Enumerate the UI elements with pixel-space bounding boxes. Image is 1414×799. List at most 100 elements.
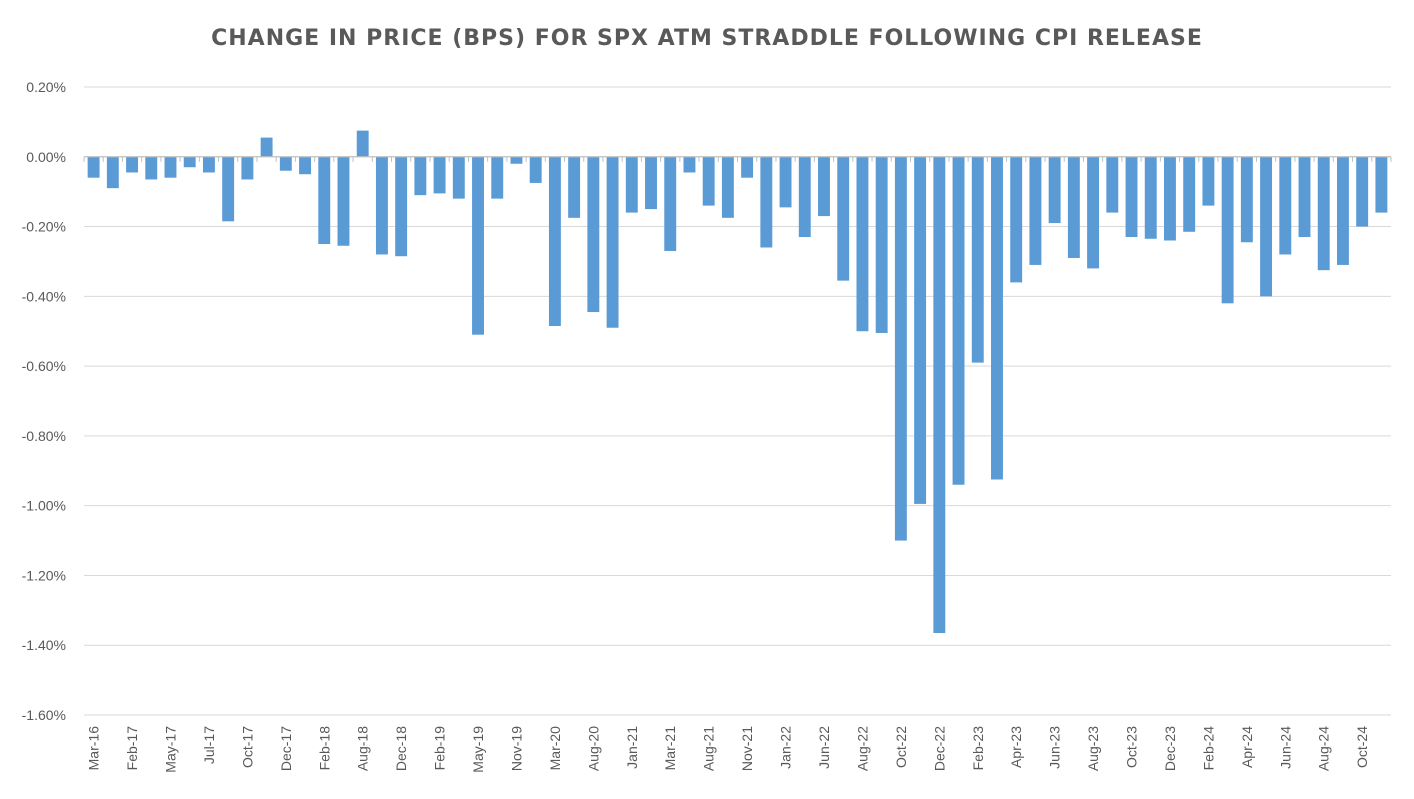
- bar: [568, 156, 581, 218]
- x-tick-label: Aug-23: [1085, 726, 1101, 771]
- bar: [510, 156, 523, 164]
- x-tick-label: Dec-17: [278, 726, 294, 771]
- bar: [279, 156, 292, 171]
- y-tick-label: -0.40%: [22, 288, 66, 304]
- y-tick-label: -1.00%: [22, 498, 66, 514]
- bar: [991, 156, 1003, 480]
- x-tick-label: Jul-17: [201, 726, 217, 764]
- x-tick-label: Feb-23: [970, 726, 986, 771]
- bar: [1029, 156, 1042, 265]
- bar: [356, 130, 369, 157]
- bar: [1183, 156, 1196, 232]
- bar: [145, 156, 158, 180]
- y-tick-label: -1.60%: [22, 707, 66, 723]
- x-tick-label: Mar-20: [547, 726, 563, 771]
- x-tick-label: Dec-18: [393, 726, 409, 771]
- x-tick-labels: Mar-16 Feb-17 May-17 Jul-17 Oct-17 Dec-17 Feb-…: [86, 726, 1371, 773]
- bar: [1298, 156, 1311, 238]
- bar: [1106, 156, 1119, 213]
- bar: [1336, 156, 1349, 265]
- bar: [1375, 156, 1388, 213]
- bar: [837, 156, 850, 281]
- y-tick-label: -1.40%: [22, 637, 66, 653]
- bar: [299, 156, 311, 175]
- bar: [664, 156, 677, 251]
- x-tick-label: Dec-22: [931, 726, 947, 771]
- x-tick-label: Jan-21: [624, 726, 640, 769]
- x-tick-label: Apr-23: [1008, 726, 1024, 768]
- bar: [1010, 156, 1023, 283]
- bar: [452, 156, 465, 199]
- x-tick-label: Jun-22: [816, 726, 832, 769]
- bar: [183, 156, 196, 168]
- x-tick-label: Aug-18: [355, 726, 371, 771]
- bar: [645, 156, 657, 210]
- bar: [548, 156, 561, 326]
- x-tick-label: May-17: [162, 726, 178, 773]
- bar: [702, 156, 715, 206]
- bar: [87, 156, 100, 178]
- bar: [1125, 156, 1138, 238]
- y-tick-label: -0.80%: [22, 428, 66, 444]
- bars: [87, 130, 1388, 634]
- y-tick-label: 0.00%: [26, 149, 66, 165]
- bar: [741, 156, 754, 178]
- bar: [260, 137, 273, 157]
- x-tick-label: Aug-22: [854, 726, 870, 771]
- bar: [375, 156, 388, 255]
- bar: [318, 156, 331, 244]
- x-tick-label: Oct-23: [1124, 726, 1140, 768]
- y-tick-label: -0.60%: [22, 358, 66, 374]
- bar: [1240, 156, 1253, 243]
- bar: [798, 156, 811, 238]
- bar: [126, 156, 139, 173]
- bar: [433, 156, 446, 194]
- gridlines: [84, 86, 1391, 716]
- bar: [779, 156, 792, 208]
- bar: [721, 156, 734, 218]
- bar: [1202, 156, 1215, 206]
- chart-title: CHANGE IN PRICE (BPS) FOR SPX ATM STRADD…: [211, 26, 1203, 51]
- bar: [933, 156, 946, 634]
- x-tick-label: Jun-23: [1047, 726, 1063, 769]
- x-tick-label: Apr-24: [1239, 726, 1255, 768]
- bar: [1164, 156, 1176, 241]
- bar: [971, 156, 984, 363]
- x-tick-label: Dec-23: [1162, 726, 1178, 771]
- x-tick-label: Jan-22: [778, 726, 794, 769]
- bar: [1048, 156, 1061, 224]
- bar: [491, 156, 504, 199]
- y-tick-label: -1.20%: [22, 567, 66, 583]
- x-tick-label: Aug-20: [585, 726, 601, 771]
- bar: [1221, 156, 1234, 304]
- x-tick-label: Jun-24: [1277, 726, 1293, 769]
- bar: [472, 156, 484, 335]
- bar: [222, 156, 235, 222]
- bar: [914, 156, 927, 504]
- bar: [337, 156, 350, 246]
- y-tick-label: -0.20%: [22, 219, 66, 235]
- bar: [529, 156, 542, 183]
- bar: [202, 156, 215, 173]
- x-tick-label: May-19: [470, 726, 486, 773]
- y-tick-labels: 0.20% 0.00% -0.20% -0.40% -0.60% -0.80% -1.00%…: [22, 79, 66, 723]
- bar: [683, 156, 696, 173]
- bar: [818, 156, 830, 217]
- bar: [875, 156, 888, 333]
- x-tick-label: Feb-17: [124, 726, 140, 771]
- x-tick-label: Feb-24: [1200, 726, 1216, 771]
- bar: [894, 156, 907, 541]
- bar: [106, 156, 119, 189]
- x-tick-label: Feb-19: [432, 726, 448, 771]
- bar: [760, 156, 773, 248]
- bar: [1356, 156, 1369, 227]
- bar: [587, 156, 600, 313]
- bar: [952, 156, 965, 485]
- bar: [395, 156, 408, 257]
- x-tick-label: Aug-24: [1316, 726, 1332, 771]
- bar: [1260, 156, 1273, 297]
- bar: [856, 156, 869, 332]
- bar: [1279, 156, 1292, 255]
- x-tick-label: Oct-17: [239, 726, 255, 768]
